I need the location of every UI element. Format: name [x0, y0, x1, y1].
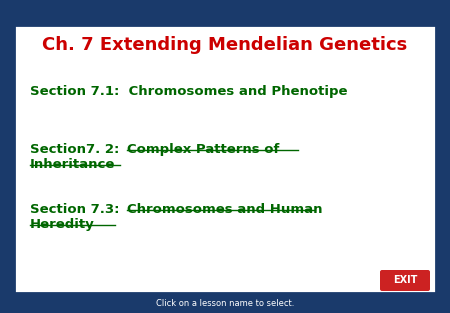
Text: Section 7.3:: Section 7.3:: [30, 203, 133, 216]
Text: Heredity: Heredity: [30, 218, 95, 231]
Text: EXIT: EXIT: [393, 275, 417, 285]
Text: Ch. 7 Extending Mendelian Genetics: Ch. 7 Extending Mendelian Genetics: [42, 36, 408, 54]
Text: Complex Patterns of: Complex Patterns of: [127, 143, 279, 156]
Text: Click on a lesson name to select.: Click on a lesson name to select.: [156, 299, 294, 307]
Text: Section 7.1:  Chromosomes and Phenotipe: Section 7.1: Chromosomes and Phenotipe: [30, 85, 347, 98]
Text: Section7. 2:: Section7. 2:: [30, 143, 133, 156]
Text: Inheritance: Inheritance: [30, 158, 115, 171]
Text: Chromosomes and Human: Chromosomes and Human: [127, 203, 323, 216]
FancyBboxPatch shape: [14, 25, 436, 293]
FancyBboxPatch shape: [380, 270, 430, 291]
